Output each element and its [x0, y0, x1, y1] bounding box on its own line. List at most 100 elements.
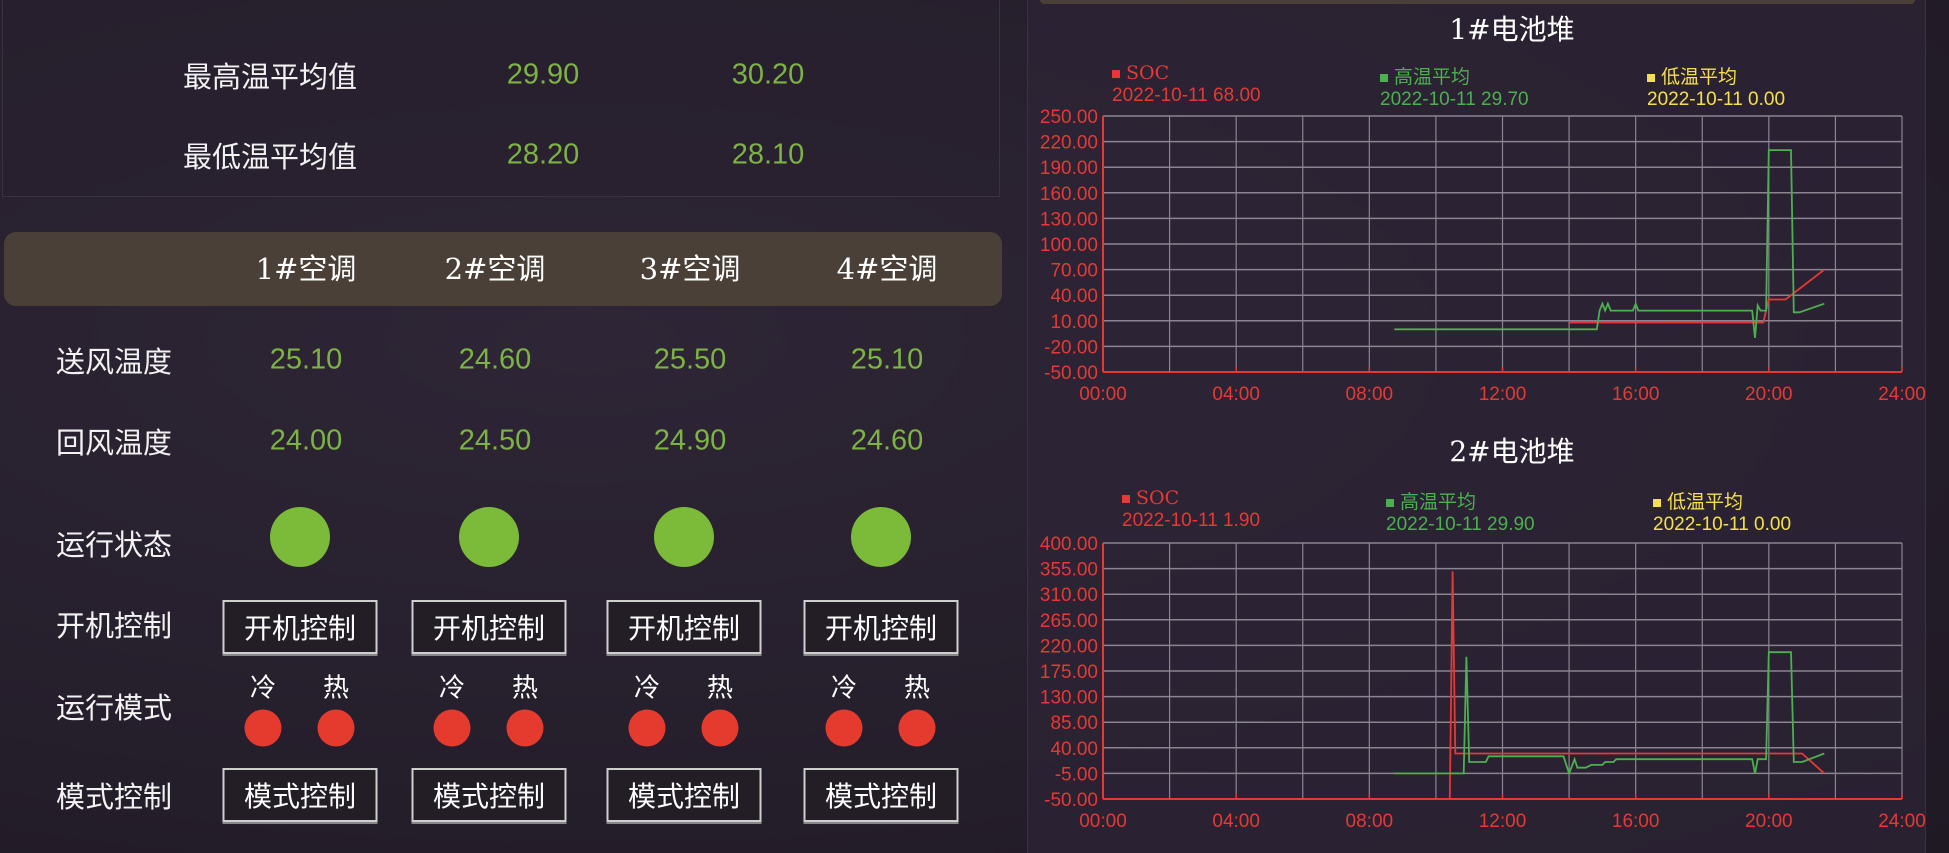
x-tick-label: 04:00: [1212, 384, 1260, 405]
legend-readout: 2022-10-11 29.90: [1386, 514, 1535, 535]
ac-2-return-temp: 24.50: [458, 424, 532, 457]
ac-4-mode-control-button[interactable]: 模式控制: [803, 768, 959, 822]
series-line-soc: [1569, 268, 1825, 324]
y-tick-label: 40.00: [1050, 739, 1098, 760]
legend-name: SOC: [1136, 487, 1180, 509]
ac-1-mode-control-button[interactable]: 模式控制: [222, 768, 378, 822]
ac-1-hot-label: 热: [322, 673, 350, 704]
legend-swatch-icon: [1386, 498, 1394, 507]
ac-header-bar: [4, 232, 1002, 306]
y-tick-label: 400.00: [1040, 534, 1098, 555]
chart-2-legend-2[interactable]: 高温平均 2022-10-11 29.90: [1386, 487, 1535, 536]
y-tick-label: 160.00: [1040, 184, 1098, 205]
chart-1-legend-1[interactable]: SOC 2022-10-11 68.00: [1112, 62, 1261, 107]
legend-readout: 2022-10-11 1.90: [1122, 510, 1261, 531]
ac-1-power-control-button[interactable]: 开机控制: [222, 600, 378, 654]
y-tick-label: -50.00: [1044, 363, 1098, 384]
ac-3-supply-temp: 25.50: [653, 343, 727, 376]
ac-2-cold-indicator: [433, 709, 471, 747]
ac-4-cold-label: 冷: [830, 673, 858, 704]
x-tick-label: 12:00: [1479, 384, 1527, 405]
ac-4-hot-label: 热: [903, 673, 931, 704]
ac-4-power-control-button[interactable]: 开机控制: [803, 600, 959, 654]
ac-3-cold-indicator: [628, 709, 666, 747]
ac-4-return-temp: 24.60: [850, 424, 924, 457]
max-temp-avg-value-1: 29.90: [506, 58, 580, 91]
ac-3-mode-control-button[interactable]: 模式控制: [606, 768, 762, 822]
legend-readout: 2022-10-11 0.00: [1647, 89, 1786, 110]
chart-panel-top-bar: [1040, 0, 1915, 4]
y-tick-label: 220.00: [1040, 133, 1098, 154]
ac-4-cold-indicator: [825, 709, 863, 747]
chart-2: 400.00 355.00 310.00 265.00 220.00 175.00 130.…: [1040, 534, 1926, 832]
min-temp-avg-label: 最低温平均值: [182, 140, 358, 174]
ac-3-return-temp: 24.90: [653, 424, 727, 457]
y-tick-label: 355.00: [1040, 560, 1098, 581]
y-tick-label: -5.00: [1055, 764, 1098, 785]
x-tick-label: 16:00: [1612, 811, 1660, 832]
max-temp-avg-value-2: 30.20: [731, 58, 805, 91]
ac-3-power-control-button[interactable]: 开机控制: [606, 600, 762, 654]
x-tick-label: 04:00: [1212, 811, 1260, 832]
ac-2-hot-indicator: [506, 709, 544, 747]
x-tick-label: 20:00: [1745, 811, 1793, 832]
y-tick-label: 220.00: [1040, 636, 1098, 657]
series-line-soc: [1448, 571, 1825, 800]
x-tick-label: 24:00: [1878, 384, 1926, 405]
chart-2-legend-1[interactable]: SOC 2022-10-11 1.90: [1122, 487, 1260, 532]
legend-swatch-icon: [1112, 69, 1120, 78]
row-label-mode_ctrl: 模式控制: [55, 780, 173, 814]
ac-3-hot-label: 热: [706, 673, 734, 704]
series-line-high-temp-avg: [1394, 651, 1825, 777]
ac-4-run-status-indicator: [851, 507, 911, 567]
y-tick-label: 130.00: [1040, 688, 1098, 709]
ac-3-header: 3#空调: [639, 252, 741, 286]
min-temp-avg-value-1: 28.20: [506, 138, 580, 171]
y-tick-label: 265.00: [1040, 611, 1098, 632]
legend-readout: 2022-10-11 29.70: [1380, 89, 1529, 110]
legend-name: 高温平均: [1394, 66, 1471, 88]
chart-1-legend-2[interactable]: 高温平均 2022-10-11 29.70: [1380, 62, 1529, 111]
x-tick-label: 08:00: [1346, 811, 1394, 832]
x-tick-label: 08:00: [1346, 384, 1394, 405]
legend-swatch-icon: [1653, 498, 1661, 507]
legend-swatch-icon: [1380, 73, 1388, 82]
chart-1-legend-3[interactable]: 低温平均 2022-10-11 0.00: [1647, 62, 1785, 111]
ac-4-supply-temp: 25.10: [850, 343, 924, 376]
summary-panel: [2, 0, 1000, 197]
x-tick-label: 20:00: [1745, 384, 1793, 405]
chart-1: 250.00 220.00 190.00 160.00 130.00 100.00 70.0…: [1040, 107, 1926, 405]
legend-readout: 2022-10-11 0.00: [1653, 514, 1792, 535]
x-tick-label: 12:00: [1479, 811, 1527, 832]
ac-1-cold-label: 冷: [249, 673, 277, 704]
chart-2-title: 2#电池堆: [1449, 435, 1575, 468]
legend-name: SOC: [1126, 62, 1170, 84]
y-tick-label: 130.00: [1040, 209, 1098, 230]
ac-1-supply-temp: 25.10: [269, 343, 343, 376]
y-tick-label: 70.00: [1050, 261, 1098, 282]
legend-name: 高温平均: [1400, 491, 1477, 513]
ac-2-power-control-button[interactable]: 开机控制: [411, 600, 567, 654]
ac-2-cold-label: 冷: [438, 673, 466, 704]
ac-2-run-status-indicator: [459, 507, 519, 567]
ac-2-mode-control-button[interactable]: 模式控制: [411, 768, 567, 822]
ac-4-header: 4#空调: [836, 252, 938, 286]
y-tick-label: 190.00: [1040, 158, 1098, 179]
ac-1-header: 1#空调: [255, 252, 357, 286]
legend-name: 低温平均: [1661, 66, 1738, 88]
y-tick-label: 250.00: [1040, 107, 1098, 128]
y-tick-label: -50.00: [1044, 790, 1098, 811]
ac-3-hot-indicator: [701, 709, 739, 747]
legend-readout: 2022-10-11 68.00: [1112, 85, 1261, 106]
y-tick-label: 10.00: [1050, 312, 1098, 333]
chart-2-legend-3[interactable]: 低温平均 2022-10-11 0.00: [1653, 487, 1791, 536]
min-temp-avg-value-2: 28.10: [731, 138, 805, 171]
legend-swatch-icon: [1647, 73, 1655, 82]
y-tick-label: 40.00: [1050, 286, 1098, 307]
y-tick-label: -20.00: [1044, 337, 1098, 358]
x-tick-label: 00:00: [1079, 384, 1127, 405]
row-label-power: 开机控制: [55, 609, 173, 643]
series-line-high-temp-avg: [1394, 149, 1825, 338]
max-temp-avg-label: 最高温平均值: [182, 60, 358, 94]
y-tick-label: 175.00: [1040, 662, 1098, 683]
